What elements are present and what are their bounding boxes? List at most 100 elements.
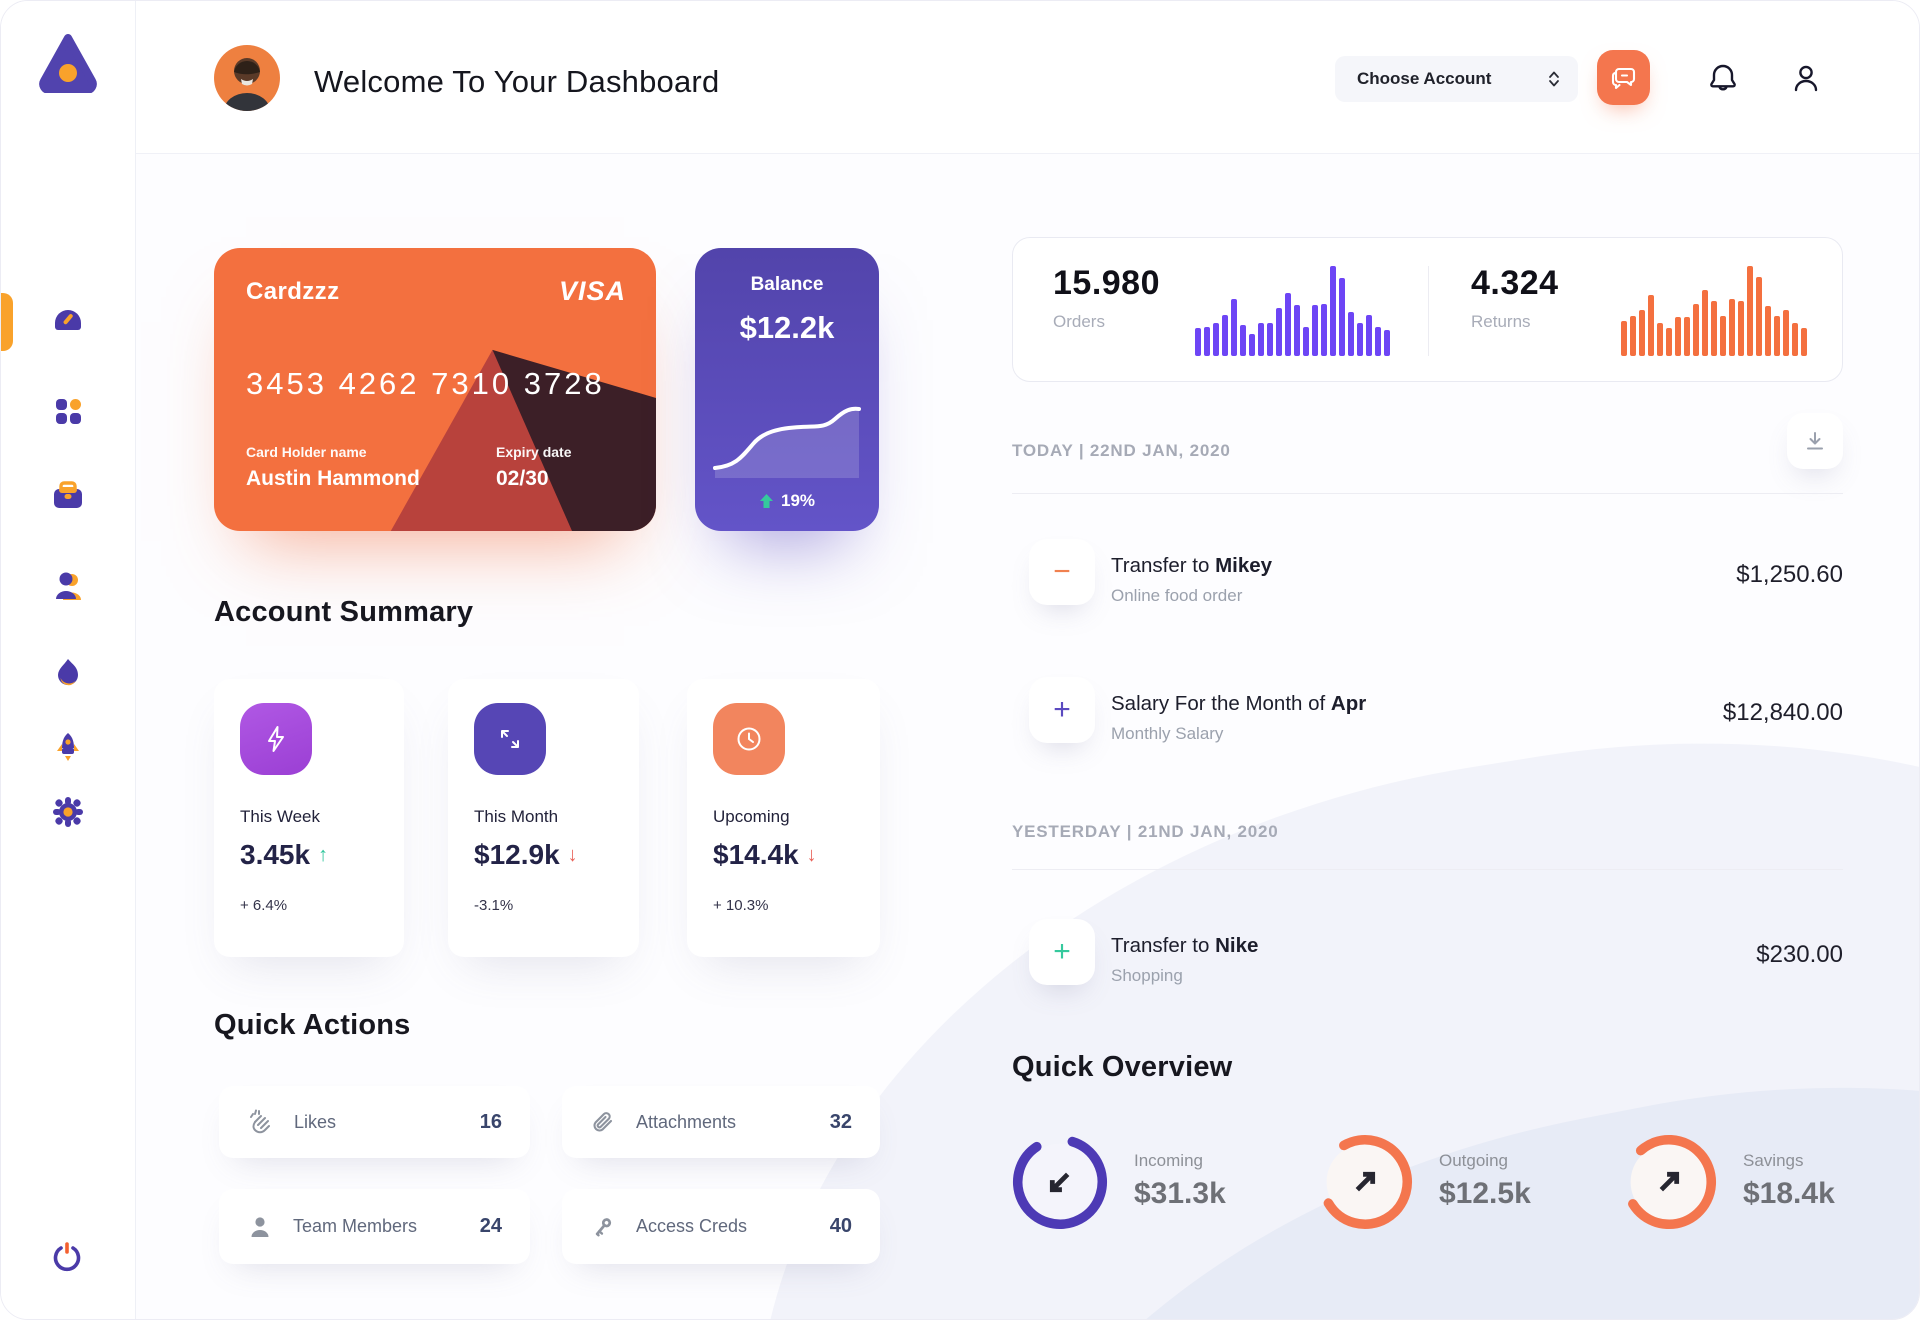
divider — [1012, 869, 1843, 870]
trend-up-arrow: ↑ — [318, 843, 329, 866]
summary-card-upcoming: Upcoming $14.4k ↓ + 10.3% — [687, 679, 880, 957]
orders-mini-bar-chart — [1195, 264, 1405, 356]
bar — [1774, 315, 1780, 356]
account-summary-title: Account Summary — [214, 596, 474, 628]
overview-label: Savings — [1743, 1151, 1804, 1170]
quick-action-count: 16 — [479, 1110, 502, 1133]
section-date-yesterday: YESTERDAY | 21ND JAN, 2020 — [1012, 822, 1279, 841]
section-date-today: TODAY | 22ND JAN, 2020 — [1012, 441, 1231, 460]
sidebar-item-launch-icon[interactable] — [51, 730, 85, 764]
bar — [1384, 330, 1390, 356]
sidebar-item-settings-icon[interactable] — [51, 795, 85, 829]
card-holder-name: Austin Hammond — [246, 467, 420, 490]
quick-action-attachments[interactable]: Attachments 32 — [562, 1086, 880, 1158]
download-button[interactable] — [1787, 413, 1843, 469]
balance-value: $12.2k — [739, 310, 835, 345]
summary-value: 3.45k — [240, 839, 311, 870]
paperclip-icon — [593, 1112, 613, 1132]
transaction-title-bold: Mikey — [1215, 554, 1273, 577]
bar — [1684, 317, 1690, 356]
transaction-title: Salary For the Month of — [1111, 692, 1326, 715]
sidebar-item-activity-icon[interactable] — [51, 656, 85, 690]
bar — [1231, 298, 1237, 356]
member-icon — [251, 1216, 269, 1237]
overview-label: Outgoing — [1439, 1151, 1508, 1170]
bar — [1639, 310, 1645, 356]
up-arrow-icon — [759, 494, 773, 508]
transaction-subtitle: Shopping — [1111, 966, 1183, 985]
divider — [1012, 493, 1843, 494]
summary-label: This Week — [240, 807, 320, 826]
bar — [1240, 324, 1246, 356]
header: Welcome To Your Dashboard Choose Account — [136, 1, 1919, 154]
quick-action-likes[interactable]: Likes 16 — [219, 1086, 530, 1158]
summary-value: $14.4k — [713, 839, 799, 870]
quick-action-count: 40 — [829, 1215, 852, 1237]
bar — [1783, 310, 1789, 356]
quick-action-count: 24 — [479, 1215, 502, 1237]
clap-icon — [250, 1109, 270, 1133]
bar — [1630, 315, 1636, 356]
sidebar-item-apps-icon[interactable] — [51, 394, 85, 428]
bar — [1213, 322, 1219, 356]
summary-label: This Month — [474, 807, 559, 826]
bar — [1756, 276, 1762, 356]
quick-action-label: Likes — [294, 1111, 337, 1132]
bar — [1765, 306, 1771, 356]
card-expiry: 02/30 — [496, 467, 549, 490]
trend-down-arrow: ↓ — [806, 843, 817, 866]
quick-action-team-members[interactable]: Team Members 24 — [219, 1189, 530, 1264]
sidebar-item-projects-icon[interactable] — [51, 479, 85, 513]
plus-icon: + — [1029, 677, 1095, 743]
credit-card: Cardzzz VISA 3453 4262 7310 3728 Card Ho… — [214, 248, 656, 531]
transaction-row[interactable]: − Transfer to Mikey Online food order $1… — [1012, 539, 1843, 611]
bar — [1222, 314, 1228, 356]
bar — [1621, 321, 1627, 356]
summary-change: -3.1% — [474, 897, 514, 914]
orders-value: 15.980 — [1053, 264, 1160, 302]
chat-bubbles-icon — [1611, 67, 1635, 89]
quick-actions-title: Quick Actions — [214, 1009, 411, 1041]
bar — [1348, 311, 1354, 356]
bar — [1276, 308, 1282, 356]
bar — [1267, 322, 1273, 356]
sidebar-item-team-icon[interactable] — [51, 569, 85, 603]
messages-button[interactable] — [1597, 50, 1650, 105]
choose-account-select[interactable]: Choose Account — [1335, 56, 1578, 102]
bar — [1729, 298, 1735, 356]
quick-overview-title: Quick Overview — [1012, 1051, 1233, 1083]
profile-icon[interactable] — [1789, 61, 1823, 95]
sidebar-item-dashboard-icon[interactable] — [51, 303, 85, 337]
quick-action-access-creds[interactable]: Access Creds 40 — [562, 1189, 880, 1264]
divider — [1428, 266, 1429, 356]
summary-change: + 6.4% — [240, 897, 288, 914]
savings-donut — [1621, 1134, 1717, 1230]
notifications-bell-icon[interactable] — [1706, 61, 1740, 95]
balance-label: Balance — [750, 274, 824, 295]
summary-label: Upcoming — [713, 807, 790, 826]
user-avatar[interactable] — [214, 45, 280, 111]
quick-action-label: Access Creds — [636, 1216, 748, 1236]
transaction-row[interactable]: + Salary For the Month of Apr Monthly Sa… — [1012, 677, 1843, 749]
active-indicator — [1, 293, 13, 351]
bolt-icon — [240, 703, 312, 775]
returns-label: Returns — [1471, 312, 1531, 331]
bar — [1747, 265, 1753, 356]
summary-value: $12.9k — [474, 839, 560, 870]
choose-account-label: Choose Account — [1357, 69, 1492, 88]
bar — [1294, 305, 1300, 356]
card-name: Cardzzz — [246, 278, 340, 305]
returns-mini-bar-chart — [1621, 264, 1821, 356]
transaction-title-bold: Nike — [1215, 934, 1259, 957]
bar — [1657, 322, 1663, 356]
transaction-row[interactable]: + Transfer to Nike Shopping $230.00 — [1012, 919, 1843, 991]
bar — [1258, 322, 1264, 356]
page-title: Welcome To Your Dashboard — [314, 64, 720, 99]
logout-power-icon[interactable] — [51, 1241, 83, 1273]
overview-value: $31.3k — [1134, 1177, 1226, 1210]
diagonal-arrows-icon — [474, 703, 546, 775]
bar — [1720, 315, 1726, 356]
bar — [1195, 328, 1201, 356]
balance-card: Balance $12.2k 19% — [695, 248, 879, 531]
